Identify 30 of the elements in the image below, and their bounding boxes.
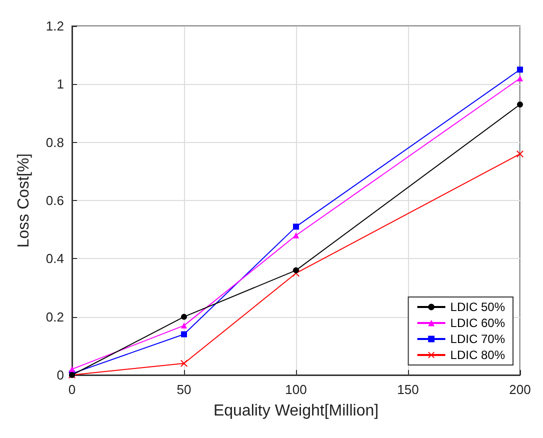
point bbox=[293, 224, 299, 230]
point bbox=[180, 360, 188, 367]
y-tick-label: 0.8 bbox=[46, 134, 64, 150]
y-tick-label: 1 bbox=[56, 76, 64, 92]
point bbox=[293, 267, 299, 274]
y-tick-label: 0.2 bbox=[46, 309, 64, 324]
point bbox=[517, 102, 523, 108]
y-tick-label: 1.2 bbox=[46, 18, 64, 34]
x-tick-label: 100 bbox=[285, 382, 307, 397]
point bbox=[517, 75, 523, 82]
y-axis-title: Loss Cost[%] bbox=[16, 153, 32, 248]
legend-label: LDIC 70% bbox=[450, 332, 506, 346]
y-tick-label: 0.4 bbox=[46, 251, 64, 266]
x-tick-label: 50 bbox=[176, 382, 192, 397]
legend-label: LDIC 60% bbox=[450, 316, 506, 330]
y-tick-label: 0 bbox=[56, 368, 64, 382]
x-tick-label: 200 bbox=[509, 382, 531, 397]
point bbox=[293, 232, 299, 238]
point bbox=[181, 331, 187, 338]
x-axis-title: Equality Weight[Million] bbox=[213, 402, 379, 420]
point bbox=[181, 322, 187, 329]
x-tick-label: 0 bbox=[68, 382, 76, 397]
point bbox=[517, 66, 523, 73]
y-tick-label: 0.6 bbox=[46, 193, 64, 208]
point bbox=[69, 366, 75, 372]
legend-label: LDIC 80% bbox=[450, 348, 506, 362]
legend-label: LDIC 50% bbox=[450, 300, 506, 314]
point bbox=[516, 150, 524, 158]
x-tick-label: 150 bbox=[397, 382, 419, 397]
point bbox=[181, 314, 187, 320]
